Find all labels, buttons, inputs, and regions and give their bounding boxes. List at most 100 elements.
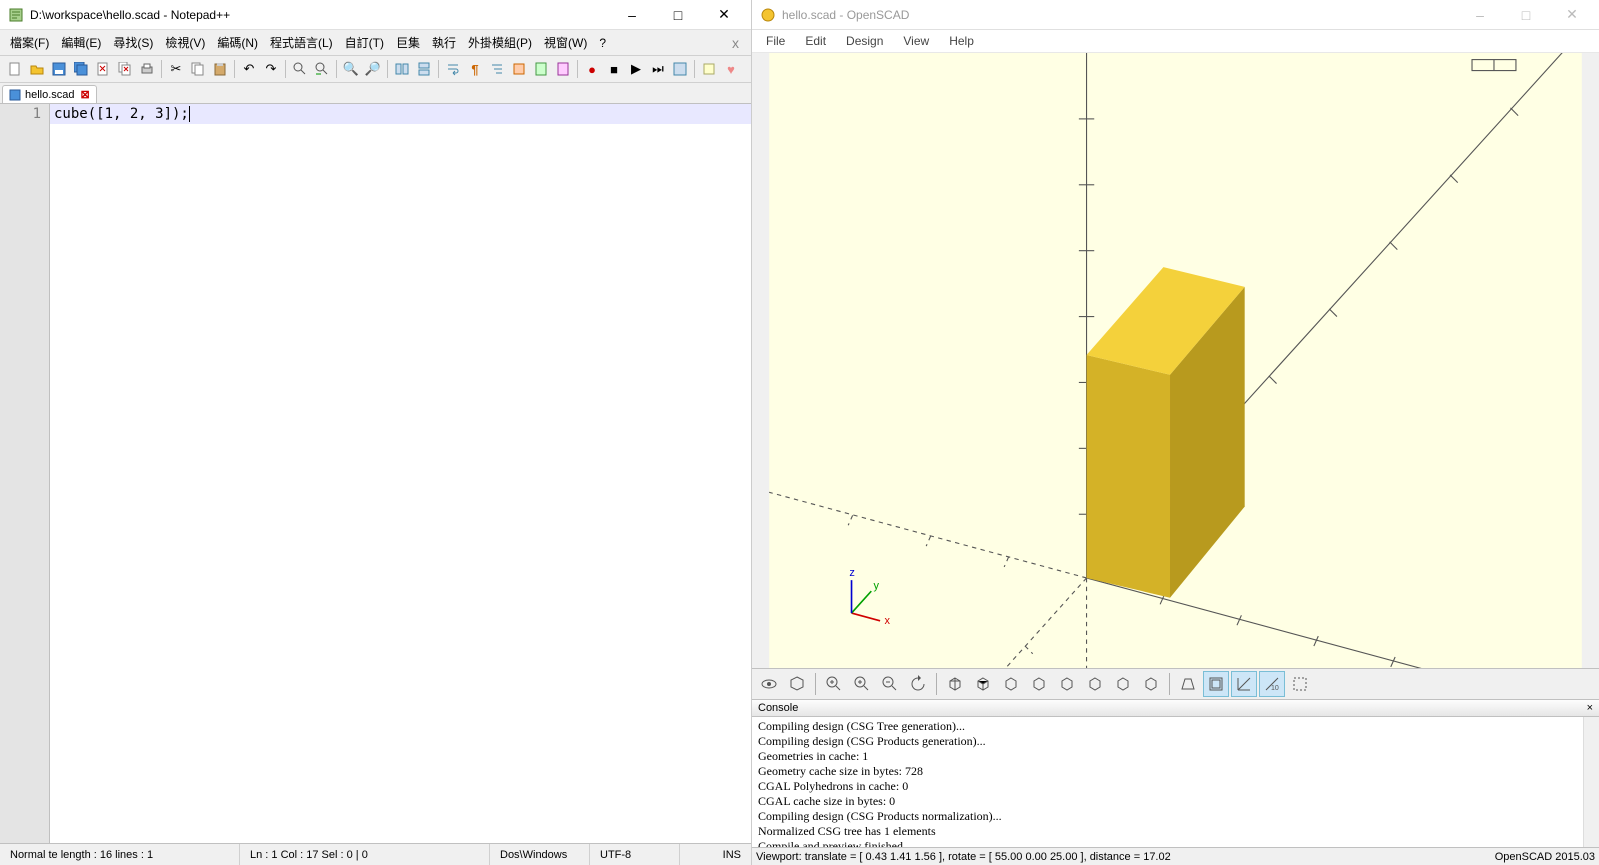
redo-icon[interactable]: ↷ <box>260 58 282 80</box>
undo-icon[interactable]: ↶ <box>238 58 260 80</box>
zoom-out-icon[interactable]: 🔎 <box>362 58 384 80</box>
view-top-icon[interactable] <box>970 671 996 697</box>
scad-menu-view[interactable]: View <box>893 32 939 50</box>
zoom-in-icon[interactable] <box>849 671 875 697</box>
replace-icon[interactable] <box>311 58 333 80</box>
status-eol: Dos\Windows <box>490 844 590 865</box>
menu-search[interactable]: 尋找(S) <box>107 32 159 53</box>
heart-icon[interactable]: ♥ <box>720 58 742 80</box>
maximize-button[interactable]: □ <box>655 0 701 30</box>
view-back-icon[interactable] <box>1082 671 1108 697</box>
scad-close-button[interactable]: ✕ <box>1549 0 1595 30</box>
console-line: Normalized CSG tree has 1 elements <box>758 824 1593 839</box>
wordwrap-icon[interactable] <box>442 58 464 80</box>
render-icon[interactable] <box>784 671 810 697</box>
new-file-icon[interactable] <box>4 58 26 80</box>
paste-icon[interactable] <box>209 58 231 80</box>
save-macro-icon[interactable] <box>669 58 691 80</box>
preview-icon[interactable] <box>756 671 782 697</box>
menu-language[interactable]: 程式語言(L) <box>264 32 339 53</box>
scad-menu-design[interactable]: Design <box>836 32 893 50</box>
copy-icon[interactable] <box>187 58 209 80</box>
func-list-icon[interactable] <box>552 58 574 80</box>
menubar-close-icon[interactable]: x <box>724 35 747 51</box>
npp-app-icon <box>8 7 24 23</box>
console-line: CGAL Polyhedrons in cache: 0 <box>758 779 1593 794</box>
zoom-out-icon[interactable] <box>877 671 903 697</box>
lang-user-icon[interactable] <box>508 58 530 80</box>
view-all-icon[interactable] <box>821 671 847 697</box>
play-multi-icon[interactable]: ⏭ <box>647 58 669 80</box>
scad-menu-help[interactable]: Help <box>939 32 984 50</box>
close-all-icon[interactable] <box>114 58 136 80</box>
zoom-in-icon[interactable]: 🔍 <box>340 58 362 80</box>
show-edges-icon[interactable] <box>1287 671 1313 697</box>
view-diagonal-icon[interactable] <box>1110 671 1136 697</box>
line-number: 1 <box>4 106 41 122</box>
npp-tabbar: hello.scad ⊠ <box>0 83 751 103</box>
console-line: CGAL cache size in bytes: 0 <box>758 794 1593 809</box>
console-header[interactable]: Console × <box>752 700 1599 717</box>
menu-view[interactable]: 檢視(V) <box>159 32 211 53</box>
scad-menu-file[interactable]: File <box>756 32 795 50</box>
sync-h-icon[interactable] <box>413 58 435 80</box>
close-button[interactable]: ✕ <box>701 0 747 30</box>
view-left-icon[interactable] <box>1026 671 1052 697</box>
menu-edit[interactable]: 編輯(E) <box>55 32 107 53</box>
tab-close-icon[interactable]: ⊠ <box>81 88 90 101</box>
scad-titlebar[interactable]: hello.scad - OpenSCAD – □ ✕ <box>752 0 1599 30</box>
view-right-icon[interactable] <box>942 671 968 697</box>
view-front-icon[interactable] <box>1054 671 1080 697</box>
monitor-icon[interactable] <box>698 58 720 80</box>
view-bottom-icon[interactable] <box>998 671 1024 697</box>
console-line: Compile and preview finished. <box>758 839 1593 847</box>
scad-minimize-button[interactable]: – <box>1457 0 1503 30</box>
console-scrollbar[interactable] <box>1583 717 1599 847</box>
code-area[interactable]: cube([1, 2, 3]); <box>50 104 751 843</box>
menu-macro[interactable]: 巨集 <box>390 32 426 53</box>
scad-menu-edit[interactable]: Edit <box>795 32 836 50</box>
find-icon[interactable] <box>289 58 311 80</box>
indent-guide-icon[interactable] <box>486 58 508 80</box>
show-scale-icon[interactable]: 10 <box>1259 671 1285 697</box>
save-all-icon[interactable] <box>70 58 92 80</box>
console-output[interactable]: Compiling design (CSG Tree generation)..… <box>752 717 1599 847</box>
menu-encoding[interactable]: 編碼(N) <box>211 32 264 53</box>
show-axes-icon[interactable] <box>1231 671 1257 697</box>
show-all-chars-icon[interactable]: ¶ <box>464 58 486 80</box>
menu-settings[interactable]: 自訂(T) <box>339 32 390 53</box>
open-file-icon[interactable] <box>26 58 48 80</box>
reset-view-icon[interactable] <box>905 671 931 697</box>
stop-macro-icon[interactable]: ■ <box>603 58 625 80</box>
perspective-icon[interactable] <box>1175 671 1201 697</box>
file-tab[interactable]: hello.scad ⊠ <box>2 85 97 103</box>
menu-file[interactable]: 檔案(F) <box>4 32 55 53</box>
print-icon[interactable] <box>136 58 158 80</box>
close-file-icon[interactable] <box>92 58 114 80</box>
npp-editor: 1 cube([1, 2, 3]); <box>0 103 751 843</box>
menu-run[interactable]: 執行 <box>426 32 462 53</box>
save-icon[interactable] <box>48 58 70 80</box>
play-macro-icon[interactable]: ▶ <box>625 58 647 80</box>
view-center-icon[interactable] <box>1138 671 1164 697</box>
menu-plugins[interactable]: 外掛模組(P) <box>462 32 538 53</box>
npp-titlebar[interactable]: D:\workspace\hello.scad - Notepad++ – □ … <box>0 0 751 30</box>
scad-maximize-button[interactable]: □ <box>1503 0 1549 30</box>
minimize-button[interactable]: – <box>609 0 655 30</box>
npp-menubar: 檔案(F) 編輯(E) 尋找(S) 檢視(V) 編碼(N) 程式語言(L) 自訂… <box>0 30 751 56</box>
sync-v-icon[interactable] <box>391 58 413 80</box>
console-close-icon[interactable]: × <box>1587 702 1593 714</box>
code-line-1[interactable]: cube([1, 2, 3]); <box>50 104 751 124</box>
console-line: Geometry cache size in bytes: 728 <box>758 764 1593 779</box>
svg-text:10: 10 <box>1271 685 1279 692</box>
cut-icon[interactable]: ✂ <box>165 58 187 80</box>
scad-3d-viewport[interactable]: x y z <box>752 53 1599 668</box>
orthogonal-icon[interactable] <box>1203 671 1229 697</box>
menu-help[interactable]: ? <box>593 34 612 52</box>
menu-window[interactable]: 視窗(W) <box>538 32 593 53</box>
doc-map-icon[interactable] <box>530 58 552 80</box>
status-insert-mode: INS <box>680 844 751 865</box>
scad-app-icon <box>760 7 776 23</box>
console-title: Console <box>758 702 798 714</box>
record-macro-icon[interactable]: ● <box>581 58 603 80</box>
